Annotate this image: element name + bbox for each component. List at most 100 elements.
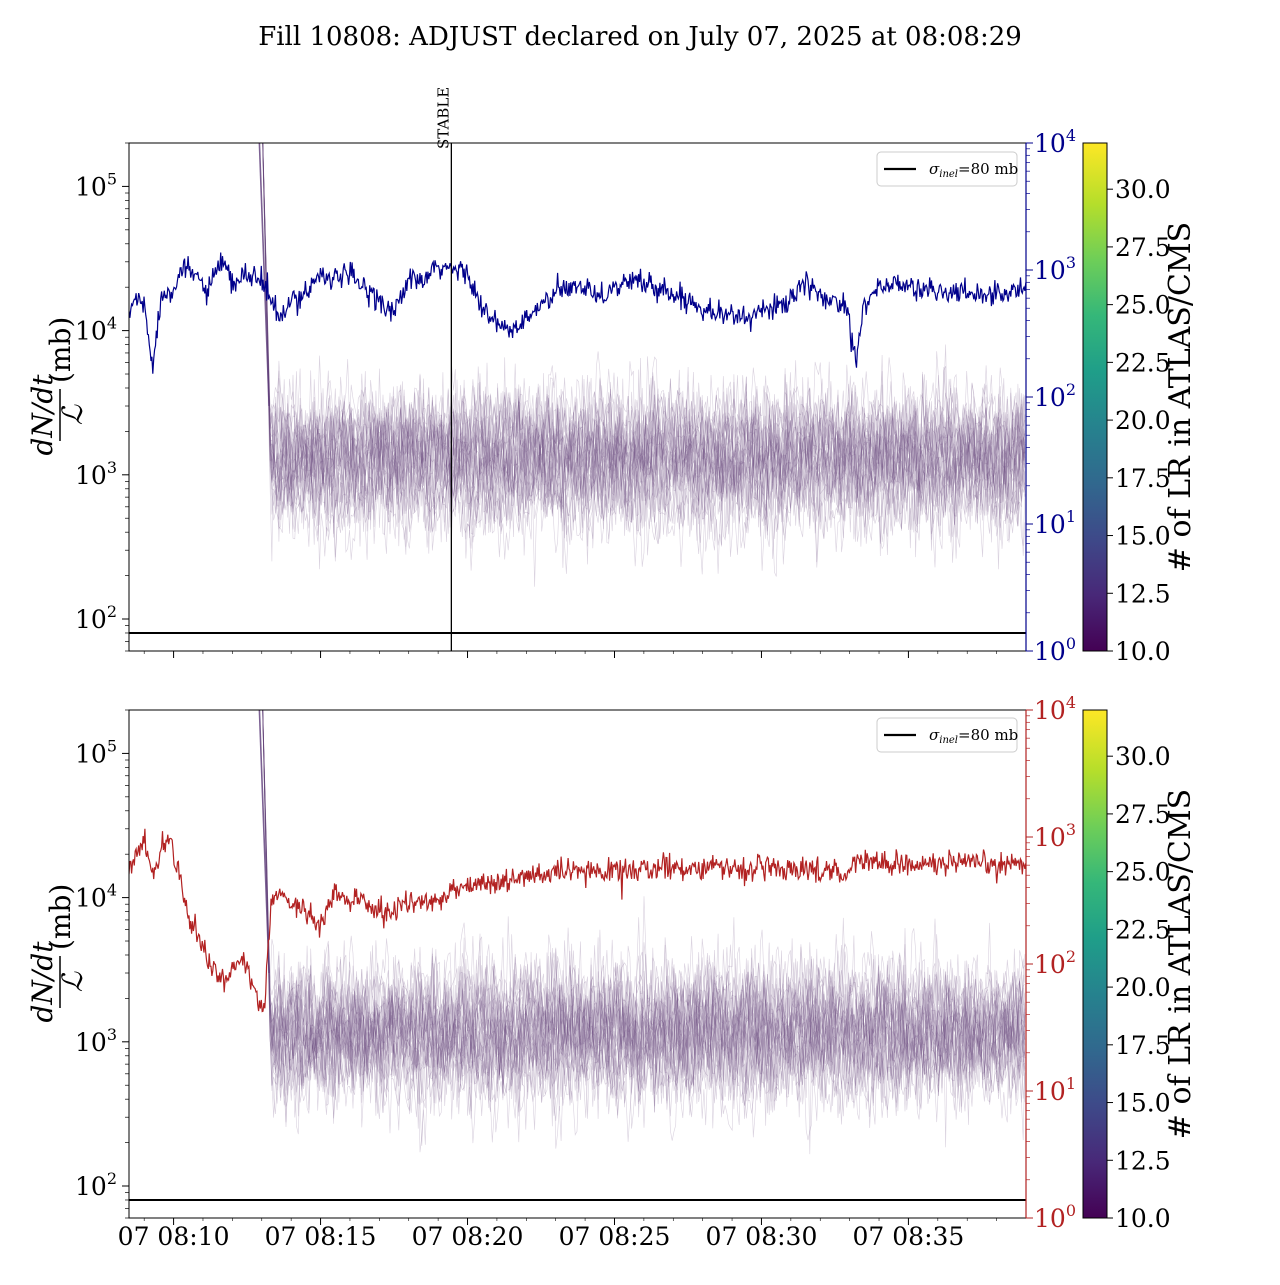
background-trace: [262, 710, 1026, 1102]
background-trace: [262, 710, 1026, 1148]
right-tick-label: 104: [1034, 126, 1076, 158]
left-tick-label: 103: [75, 458, 117, 490]
right-tick-label: 102: [1034, 380, 1076, 412]
colorbar-tick-label: 30.0: [1115, 742, 1171, 771]
right-tick-label: 102: [1034, 947, 1076, 979]
x-tick-label: 07 08:30: [706, 1222, 818, 1251]
x-axis-ticks-top: [143, 651, 997, 658]
x-tick-label: 07 08:35: [853, 1222, 965, 1251]
colorbar-label-top: # of LR in ATLAS/CMS: [1163, 222, 1198, 572]
background-trace: [262, 143, 1026, 555]
background-trace: [262, 710, 1026, 1143]
main-series-line: [129, 828, 1026, 1013]
colorbar-tick-label: 27.5: [1115, 233, 1171, 262]
background-trace: [262, 710, 1026, 1091]
background-trace: [262, 143, 1026, 520]
ylabel-den-bottom: ℒ: [56, 971, 89, 992]
colorbar-tick-label: 30.0: [1115, 175, 1171, 204]
colorbar-tick-label: 15.0: [1115, 522, 1171, 551]
left-tick-label: 103: [75, 1025, 117, 1057]
colorbar-gradient-bottom: [1082, 709, 1108, 1219]
spike-trace: [258, 710, 270, 974]
left-tick-label: 105: [75, 169, 117, 201]
background-trace: [262, 710, 1026, 1110]
background-trace: [262, 710, 1026, 1153]
ylabel-den-top: ℒ: [56, 404, 89, 425]
x-tick-label: 07 08:25: [559, 1222, 671, 1251]
background-trace: [262, 143, 1026, 511]
background-trace: [262, 710, 1026, 1142]
left-tick-label: 102: [75, 602, 117, 634]
colorbar-tick-label: 22.5: [1115, 915, 1171, 944]
main-series-line: [129, 252, 1026, 374]
background-trace: [262, 710, 1026, 1089]
background-trace: [262, 143, 1026, 575]
background-trace: [262, 143, 1026, 502]
colorbar-top: 10.0 12.5 15.0 17.5 20.0 22.5 25.0 27.5 30.0 # o…: [1082, 142, 1198, 666]
background-trace: [262, 710, 1026, 1141]
right-tick-label: 100: [1034, 634, 1076, 666]
background-trace: [262, 143, 1026, 554]
right-tick-label: 103: [1034, 253, 1076, 285]
right-axis-ticks-bottom: 100 101 102 103 104: [1025, 693, 1076, 1233]
left-axis-label-bottom: dN/dt ℒ (mb): [26, 884, 89, 1023]
background-trace: [262, 710, 1026, 1087]
background-trace: [262, 143, 1026, 542]
colorbar-tick-label: 22.5: [1115, 348, 1171, 377]
left-tick-label: 102: [75, 1169, 117, 1201]
background-trace: [262, 710, 1026, 1105]
background-trace: [262, 143, 1026, 547]
colorbar-tick-label: 12.5: [1115, 1146, 1171, 1175]
background-trace: [262, 143, 1026, 513]
background-trace: [262, 710, 1026, 1118]
background-trace: [262, 143, 1026, 537]
legend-bottom: σinel=80 mb: [876, 717, 1018, 753]
left-tick-label: 105: [75, 736, 117, 768]
colorbar-tick-label: 25.0: [1115, 858, 1171, 887]
colorbar-tick-label: 10.0: [1115, 1204, 1171, 1233]
x-tick-label: 07 08:15: [265, 1222, 377, 1251]
background-trace: [262, 710, 1026, 1101]
background-trace: [262, 143, 1026, 544]
background-trace: [262, 143, 1026, 587]
background-trace: [262, 710, 1026, 1112]
background-trace: [262, 143, 1026, 574]
background-trace: [262, 710, 1026, 1155]
background-trace: [262, 143, 1026, 525]
background-trace: [262, 710, 1026, 1146]
background-trace: [262, 710, 1026, 1118]
main-series-bottom: [129, 828, 1026, 1013]
background-trace: [262, 710, 1025, 1149]
background-trace: [262, 710, 1026, 1115]
ylabel-num-top: dN/dt: [26, 374, 59, 456]
event-marker: STABLE: [434, 87, 452, 651]
legend-label-top: σinel=80 mb: [929, 160, 1018, 180]
background-trace: [262, 143, 1026, 539]
x-axis-ticks-bottom: 07 08:10 07 08:15 07 08:20 07 08:25 07 08:30…: [118, 1218, 997, 1251]
right-tick-label: 100: [1034, 1201, 1076, 1233]
left-axis-label-top: dN/dt ℒ (mb): [26, 317, 89, 456]
background-trace: [262, 710, 1026, 1128]
spike-trace: [258, 143, 270, 407]
colorbar-ticks-top: 10.0 12.5 15.0 17.5 20.0 22.5 25.0 27.5 30.0: [1107, 175, 1171, 666]
background-traces-top: [258, 143, 1026, 587]
left-axis-ticks-top: 102 103 104 105: [75, 142, 129, 652]
colorbar-tick-label: 25.0: [1115, 291, 1171, 320]
ylabel-unit-bottom: (mb): [44, 884, 77, 950]
right-tick-label: 104: [1034, 693, 1076, 725]
colorbar-bottom: 10.0 12.5 15.0 17.5 20.0 22.5 25.0 27.5 30.0 # o…: [1082, 709, 1198, 1233]
background-trace: [262, 710, 1026, 1107]
colorbar-gradient-top: [1082, 142, 1108, 652]
colorbar-label-bottom: # of LR in ATLAS/CMS: [1163, 789, 1198, 1139]
plot-frame-bottom: [128, 709, 1027, 1219]
background-trace: [262, 143, 1026, 559]
colorbar-tick-label: 12.5: [1115, 579, 1171, 608]
x-tick-label: 07 08:10: [118, 1222, 230, 1251]
background-trace: [262, 710, 1026, 1102]
colorbar-tick-label: 20.0: [1115, 973, 1171, 1002]
colorbar-tick-label: 17.5: [1115, 464, 1171, 493]
main-series-top: [129, 252, 1026, 374]
stable-event-label: STABLE: [434, 87, 452, 149]
colorbar-tick-label: 27.5: [1115, 800, 1171, 829]
